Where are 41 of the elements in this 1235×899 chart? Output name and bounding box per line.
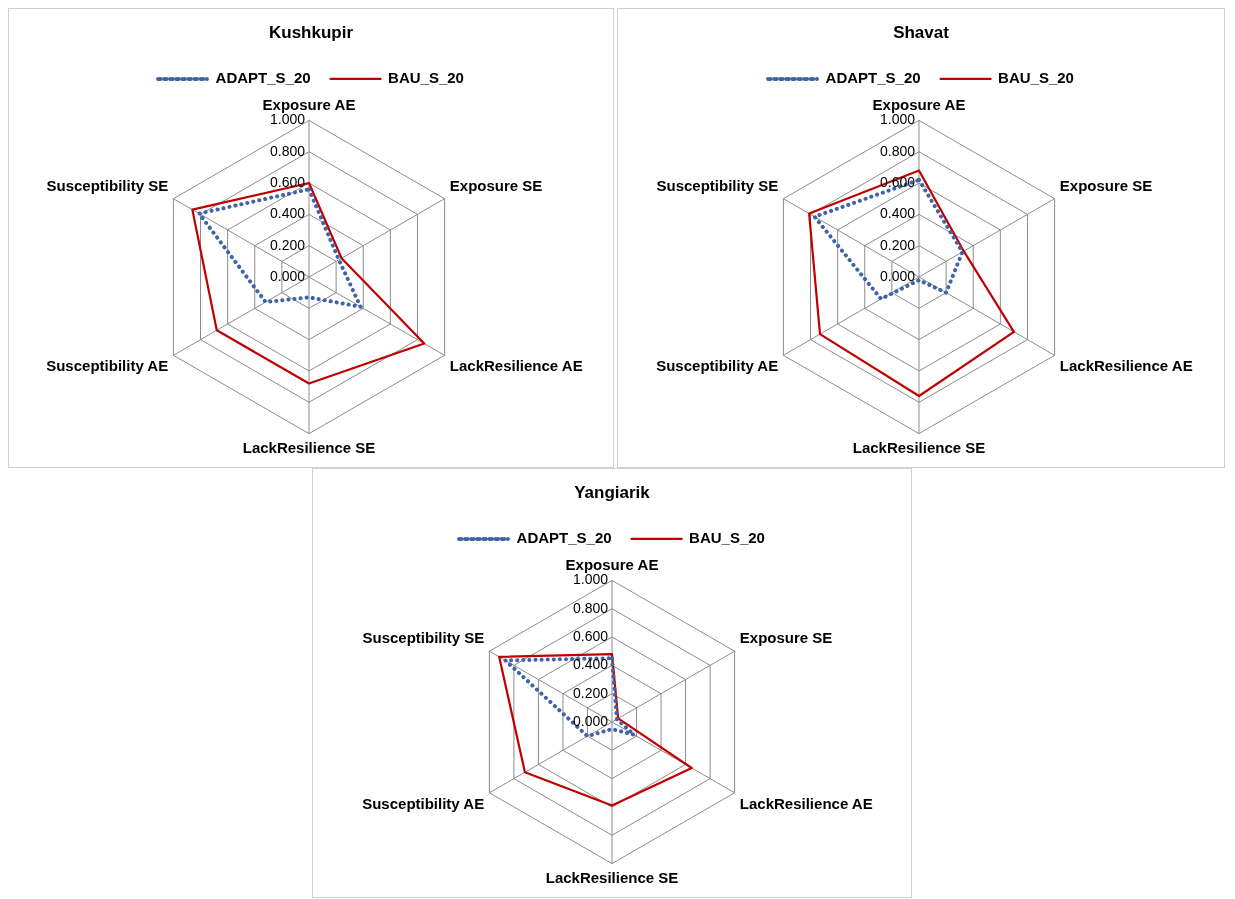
spoke-label: LackResilience AE bbox=[1059, 357, 1193, 375]
y-tick-label: 0.400 bbox=[269, 205, 306, 222]
y-tick-label: 0.200 bbox=[269, 236, 306, 253]
spoke-label: Susceptibility SE bbox=[46, 176, 169, 194]
spoke-label: LackResilience SE bbox=[242, 438, 376, 456]
legend-label: ADAPT_S_20 bbox=[215, 69, 311, 87]
spoke-label: Exposure AE bbox=[262, 95, 356, 113]
chart-title: Kushkupir bbox=[268, 22, 354, 42]
y-tick-label: 0.000 bbox=[879, 267, 916, 284]
spoke-label: LackResilience AE bbox=[739, 794, 873, 812]
y-tick-label: 0.000 bbox=[269, 267, 306, 284]
spoke-label: Susceptibility AE bbox=[46, 357, 169, 375]
spoke-label: Exposure AE bbox=[872, 95, 966, 113]
y-tick-label: 0.600 bbox=[269, 173, 306, 190]
spoke-label: Exposure SE bbox=[449, 176, 543, 194]
y-tick-label: 0.000 bbox=[572, 712, 609, 729]
chart-title: Yangiarik bbox=[574, 482, 651, 502]
y-tick-label: 0.200 bbox=[572, 684, 609, 701]
legend-label: ADAPT_S_20 bbox=[825, 69, 921, 87]
legend-label: BAU_S_20 bbox=[689, 529, 765, 547]
y-tick-label: 0.400 bbox=[572, 656, 609, 673]
spoke-label: LackResilience SE bbox=[545, 868, 679, 886]
spoke-label: Exposure SE bbox=[739, 629, 833, 647]
y-tick-label: 0.600 bbox=[572, 627, 609, 644]
spoke-label: LackResilience SE bbox=[852, 438, 986, 456]
spoke-label: Exposure SE bbox=[1059, 176, 1153, 194]
y-tick-label: 0.800 bbox=[269, 142, 306, 159]
legend-label: ADAPT_S_20 bbox=[516, 529, 612, 547]
y-tick-label: 0.200 bbox=[879, 236, 916, 253]
spoke-label: Susceptibility AE bbox=[656, 357, 779, 375]
spoke-label: Susceptibility AE bbox=[362, 794, 485, 812]
y-tick-label: 0.400 bbox=[879, 205, 916, 222]
spoke-label: Exposure AE bbox=[565, 555, 659, 573]
legend-label: BAU_S_20 bbox=[388, 69, 464, 87]
legend-label: BAU_S_20 bbox=[998, 69, 1074, 87]
y-tick-label: 0.800 bbox=[572, 599, 609, 616]
chart-title: Shavat bbox=[893, 22, 950, 42]
spoke-label: Susceptibility SE bbox=[656, 176, 779, 194]
spoke-label: LackResilience AE bbox=[449, 357, 583, 375]
y-tick-label: 0.800 bbox=[879, 142, 916, 159]
spoke-label: Susceptibility SE bbox=[362, 629, 485, 647]
